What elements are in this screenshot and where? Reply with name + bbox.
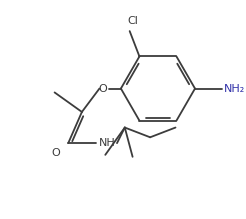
Text: O: O [98,83,107,94]
Text: O: O [51,148,60,158]
Text: NH: NH [99,138,116,148]
Text: Cl: Cl [127,16,138,26]
Text: NH₂: NH₂ [224,83,246,94]
